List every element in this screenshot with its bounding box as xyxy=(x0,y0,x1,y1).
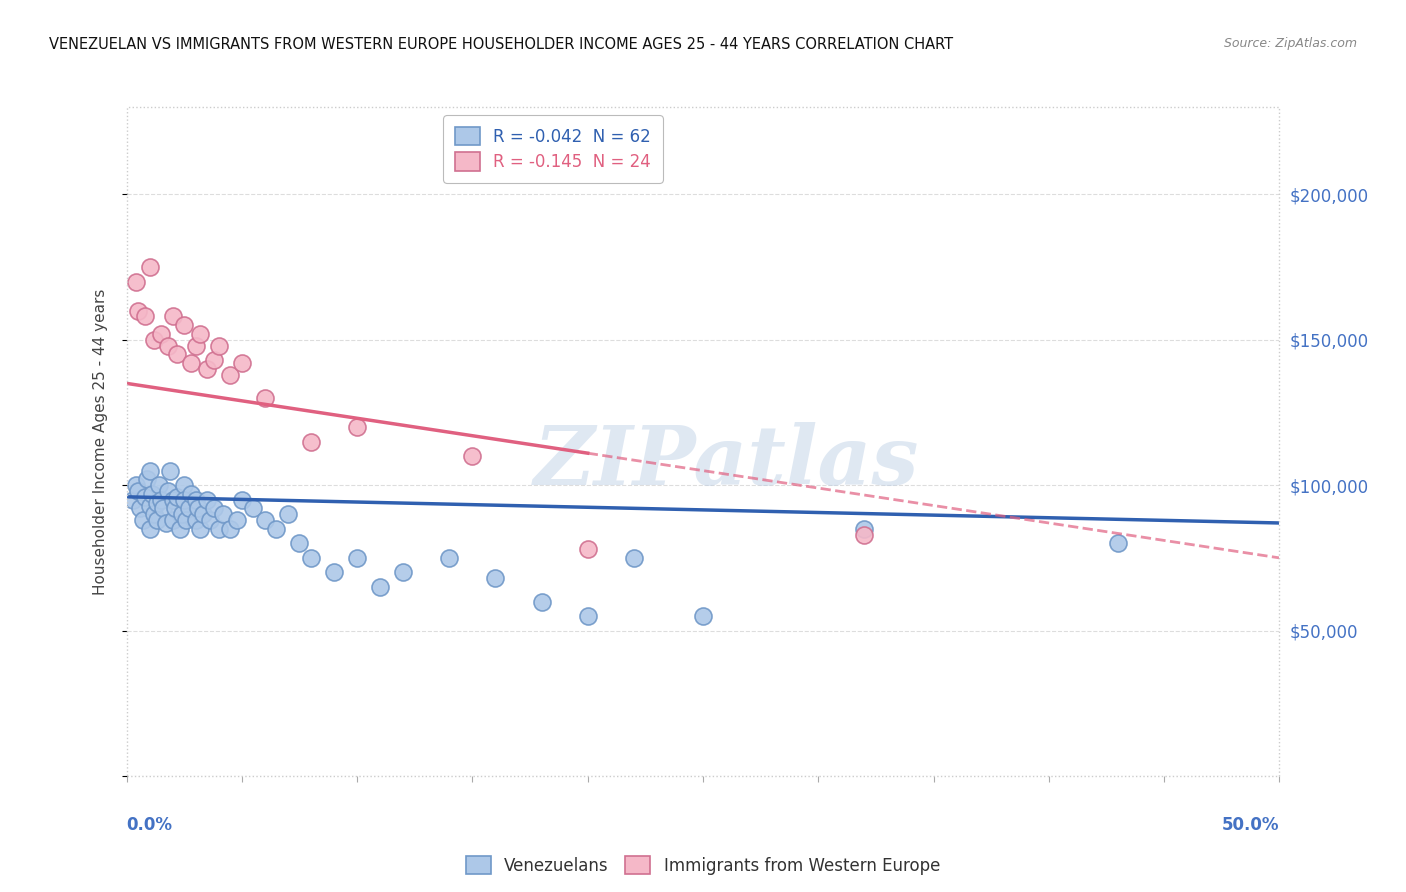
Point xyxy=(173,318,195,333)
Point xyxy=(136,472,159,486)
Point xyxy=(253,513,276,527)
Point xyxy=(162,310,184,324)
Point xyxy=(162,513,184,527)
Point xyxy=(253,391,276,405)
Point xyxy=(212,508,235,522)
Point xyxy=(141,487,163,501)
Point xyxy=(346,550,368,565)
Point xyxy=(152,501,174,516)
Point xyxy=(202,353,225,368)
Bar xyxy=(127,107,1279,776)
Point xyxy=(299,550,322,565)
Point xyxy=(176,513,198,527)
Point xyxy=(219,522,242,536)
Point xyxy=(288,536,311,550)
Point xyxy=(125,275,148,289)
Point xyxy=(692,609,714,624)
Point xyxy=(188,522,211,536)
Point xyxy=(484,571,506,585)
Point xyxy=(173,478,195,492)
Y-axis label: Householder Income Ages 25 - 44 years: Householder Income Ages 25 - 44 years xyxy=(93,288,108,595)
Point xyxy=(277,508,299,522)
Point xyxy=(195,492,218,507)
Point xyxy=(122,492,145,507)
Point xyxy=(163,501,186,516)
Point xyxy=(346,420,368,434)
Point xyxy=(195,361,218,376)
Legend: Venezuelans, Immigrants from Western Europe: Venezuelans, Immigrants from Western Eur… xyxy=(456,847,950,885)
Text: 50.0%: 50.0% xyxy=(1222,816,1279,834)
Point xyxy=(166,490,188,504)
Point xyxy=(138,260,160,274)
Point xyxy=(853,522,876,536)
Point xyxy=(231,356,253,370)
Point xyxy=(231,492,253,507)
Point xyxy=(191,508,214,522)
Text: VENEZUELAN VS IMMIGRANTS FROM WESTERN EUROPE HOUSEHOLDER INCOME AGES 25 - 44 YEA: VENEZUELAN VS IMMIGRANTS FROM WESTERN EU… xyxy=(49,37,953,53)
Point xyxy=(208,522,231,536)
Point xyxy=(157,483,180,498)
Point xyxy=(461,449,484,463)
Point xyxy=(226,513,249,527)
Point xyxy=(134,310,156,324)
Point xyxy=(162,492,184,507)
Point xyxy=(623,550,645,565)
Point xyxy=(157,338,180,352)
Point xyxy=(188,326,211,341)
Point xyxy=(219,368,242,382)
Point xyxy=(173,492,195,507)
Point xyxy=(208,338,231,352)
Point xyxy=(184,338,207,352)
Point xyxy=(1107,536,1129,550)
Point xyxy=(148,478,170,492)
Text: ZIPatlas: ZIPatlas xyxy=(533,422,918,501)
Point xyxy=(150,326,173,341)
Point xyxy=(299,434,322,449)
Point xyxy=(129,501,152,516)
Text: 0.0%: 0.0% xyxy=(127,816,173,834)
Point xyxy=(134,490,156,504)
Point xyxy=(159,464,181,478)
Point xyxy=(180,487,202,501)
Point xyxy=(169,522,191,536)
Point xyxy=(138,464,160,478)
Point xyxy=(323,566,346,580)
Point xyxy=(145,513,167,527)
Point xyxy=(576,609,599,624)
Point xyxy=(166,347,188,361)
Point xyxy=(202,501,225,516)
Point xyxy=(530,594,553,608)
Point xyxy=(187,501,209,516)
Point xyxy=(576,542,599,557)
Point xyxy=(266,522,288,536)
Point xyxy=(143,333,166,347)
Point xyxy=(170,508,193,522)
Point xyxy=(143,508,166,522)
Point xyxy=(177,501,200,516)
Point xyxy=(184,492,207,507)
Point xyxy=(439,550,461,565)
Point xyxy=(155,516,177,530)
Point xyxy=(198,513,221,527)
Point xyxy=(138,522,160,536)
Point xyxy=(125,478,148,492)
Point xyxy=(145,495,167,509)
Point xyxy=(853,527,876,541)
Point xyxy=(131,513,153,527)
Point xyxy=(127,303,149,318)
Point xyxy=(138,499,160,513)
Text: Source: ZipAtlas.com: Source: ZipAtlas.com xyxy=(1223,37,1357,51)
Point xyxy=(127,483,149,498)
Point xyxy=(368,580,391,594)
Point xyxy=(242,501,264,516)
Point xyxy=(184,513,207,527)
Point xyxy=(392,566,415,580)
Point xyxy=(150,492,173,507)
Point xyxy=(180,356,202,370)
